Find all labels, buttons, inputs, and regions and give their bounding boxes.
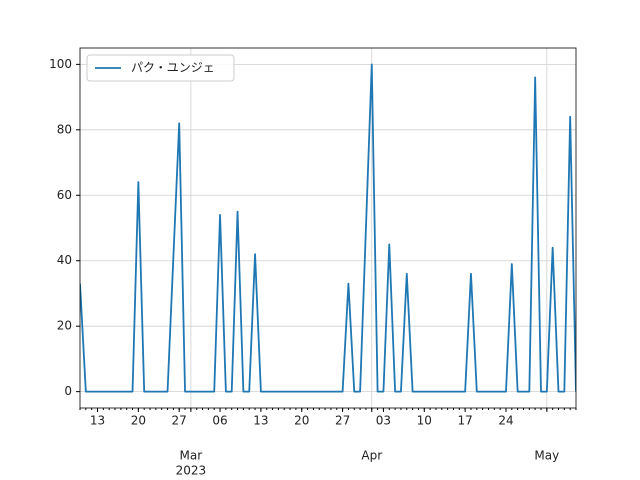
y-tick-label: 0 [64, 384, 72, 398]
x-tick-label: 27 [335, 414, 350, 428]
x-tick-label: 06 [212, 414, 227, 428]
x-month-label: Apr [361, 449, 382, 463]
x-tick-label: 24 [498, 414, 513, 428]
x-tick-label: 13 [90, 414, 105, 428]
x-tick-label: 20 [131, 414, 146, 428]
legend-box [86, 54, 235, 82]
y-tick-label: 100 [49, 57, 72, 71]
x-tick-label: 03 [376, 414, 391, 428]
x-tick-label: 17 [457, 414, 472, 428]
y-tick-label: 80 [57, 122, 72, 136]
y-tick-label: 20 [57, 319, 72, 333]
x-month-label: Mar [180, 449, 203, 463]
x-tick-label: 13 [253, 414, 268, 428]
x-tick-label: 20 [294, 414, 309, 428]
line-series [80, 63, 576, 393]
legend-label: パク・ユンジェ [131, 61, 215, 75]
x-tick-label: 27 [172, 414, 187, 428]
x-tick-label: 10 [417, 414, 432, 428]
x-year-label: 2023 [176, 464, 207, 478]
y-tick-label: 60 [57, 188, 72, 202]
plot-frame [79, 47, 577, 409]
x-month-label: May [534, 449, 559, 463]
y-tick-label: 40 [57, 253, 72, 267]
